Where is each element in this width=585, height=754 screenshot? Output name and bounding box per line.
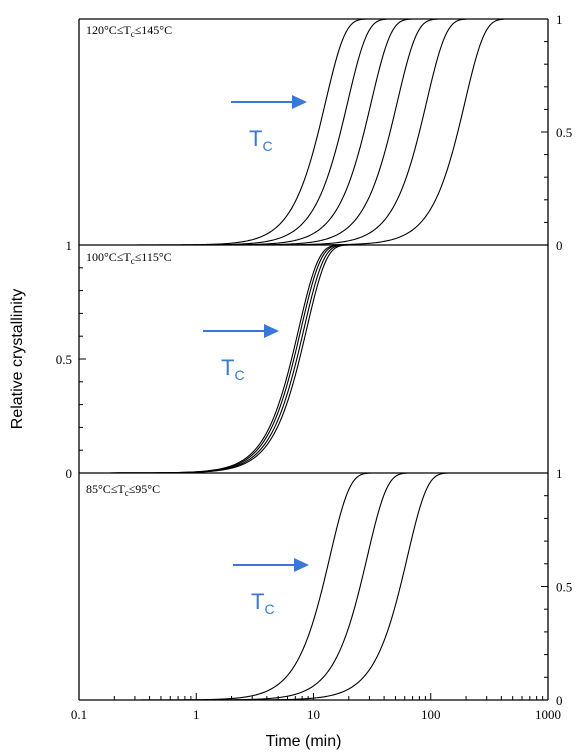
x-tick-label: 10 (307, 707, 320, 722)
y-tick-label: 1 (556, 12, 563, 27)
tc-arrow-label: TC (251, 589, 275, 617)
tc-arrow-head-icon (294, 558, 309, 572)
y-tick-label: 0.5 (56, 352, 72, 367)
tc-arrow-label: TC (249, 126, 273, 154)
crystallinity-curve (79, 18, 548, 246)
y-tick-label: 0 (556, 693, 563, 708)
x-tick-label: 1000 (535, 707, 561, 722)
crystallinity-curve (79, 472, 548, 701)
x-tick-label: 100 (421, 707, 441, 722)
crystallinity-curve (79, 244, 548, 474)
y-tick-label: 1 (66, 238, 73, 253)
y-axis-title: Relative crystallinity (9, 289, 26, 429)
y-tick-label: 0.5 (556, 580, 572, 595)
tc-arrow-head-icon (292, 95, 307, 109)
tc-arrow-label: TC (221, 355, 245, 383)
y-tick-label: 0 (556, 238, 563, 253)
y-tick-label: 1 (556, 466, 563, 481)
panel-condition-label: 85°C≤Tc≤95°C (86, 482, 160, 498)
crystallinity-curve (79, 472, 548, 701)
crystallinity-curve (79, 472, 548, 701)
panel-condition-label: 120°C≤Tc≤145°C (86, 23, 172, 39)
x-tick-label: 0.1 (71, 707, 87, 722)
panel-condition-label: 100°C≤Tc≤115°C (86, 250, 172, 266)
y-tick-label: 0.5 (556, 125, 572, 140)
x-axis-title: Time (min) (266, 733, 342, 750)
tc-arrow-head-icon (264, 324, 279, 338)
crystallinity-curve (79, 244, 548, 474)
y-tick-label: 0 (66, 466, 73, 481)
x-tick-label: 1 (193, 707, 200, 722)
